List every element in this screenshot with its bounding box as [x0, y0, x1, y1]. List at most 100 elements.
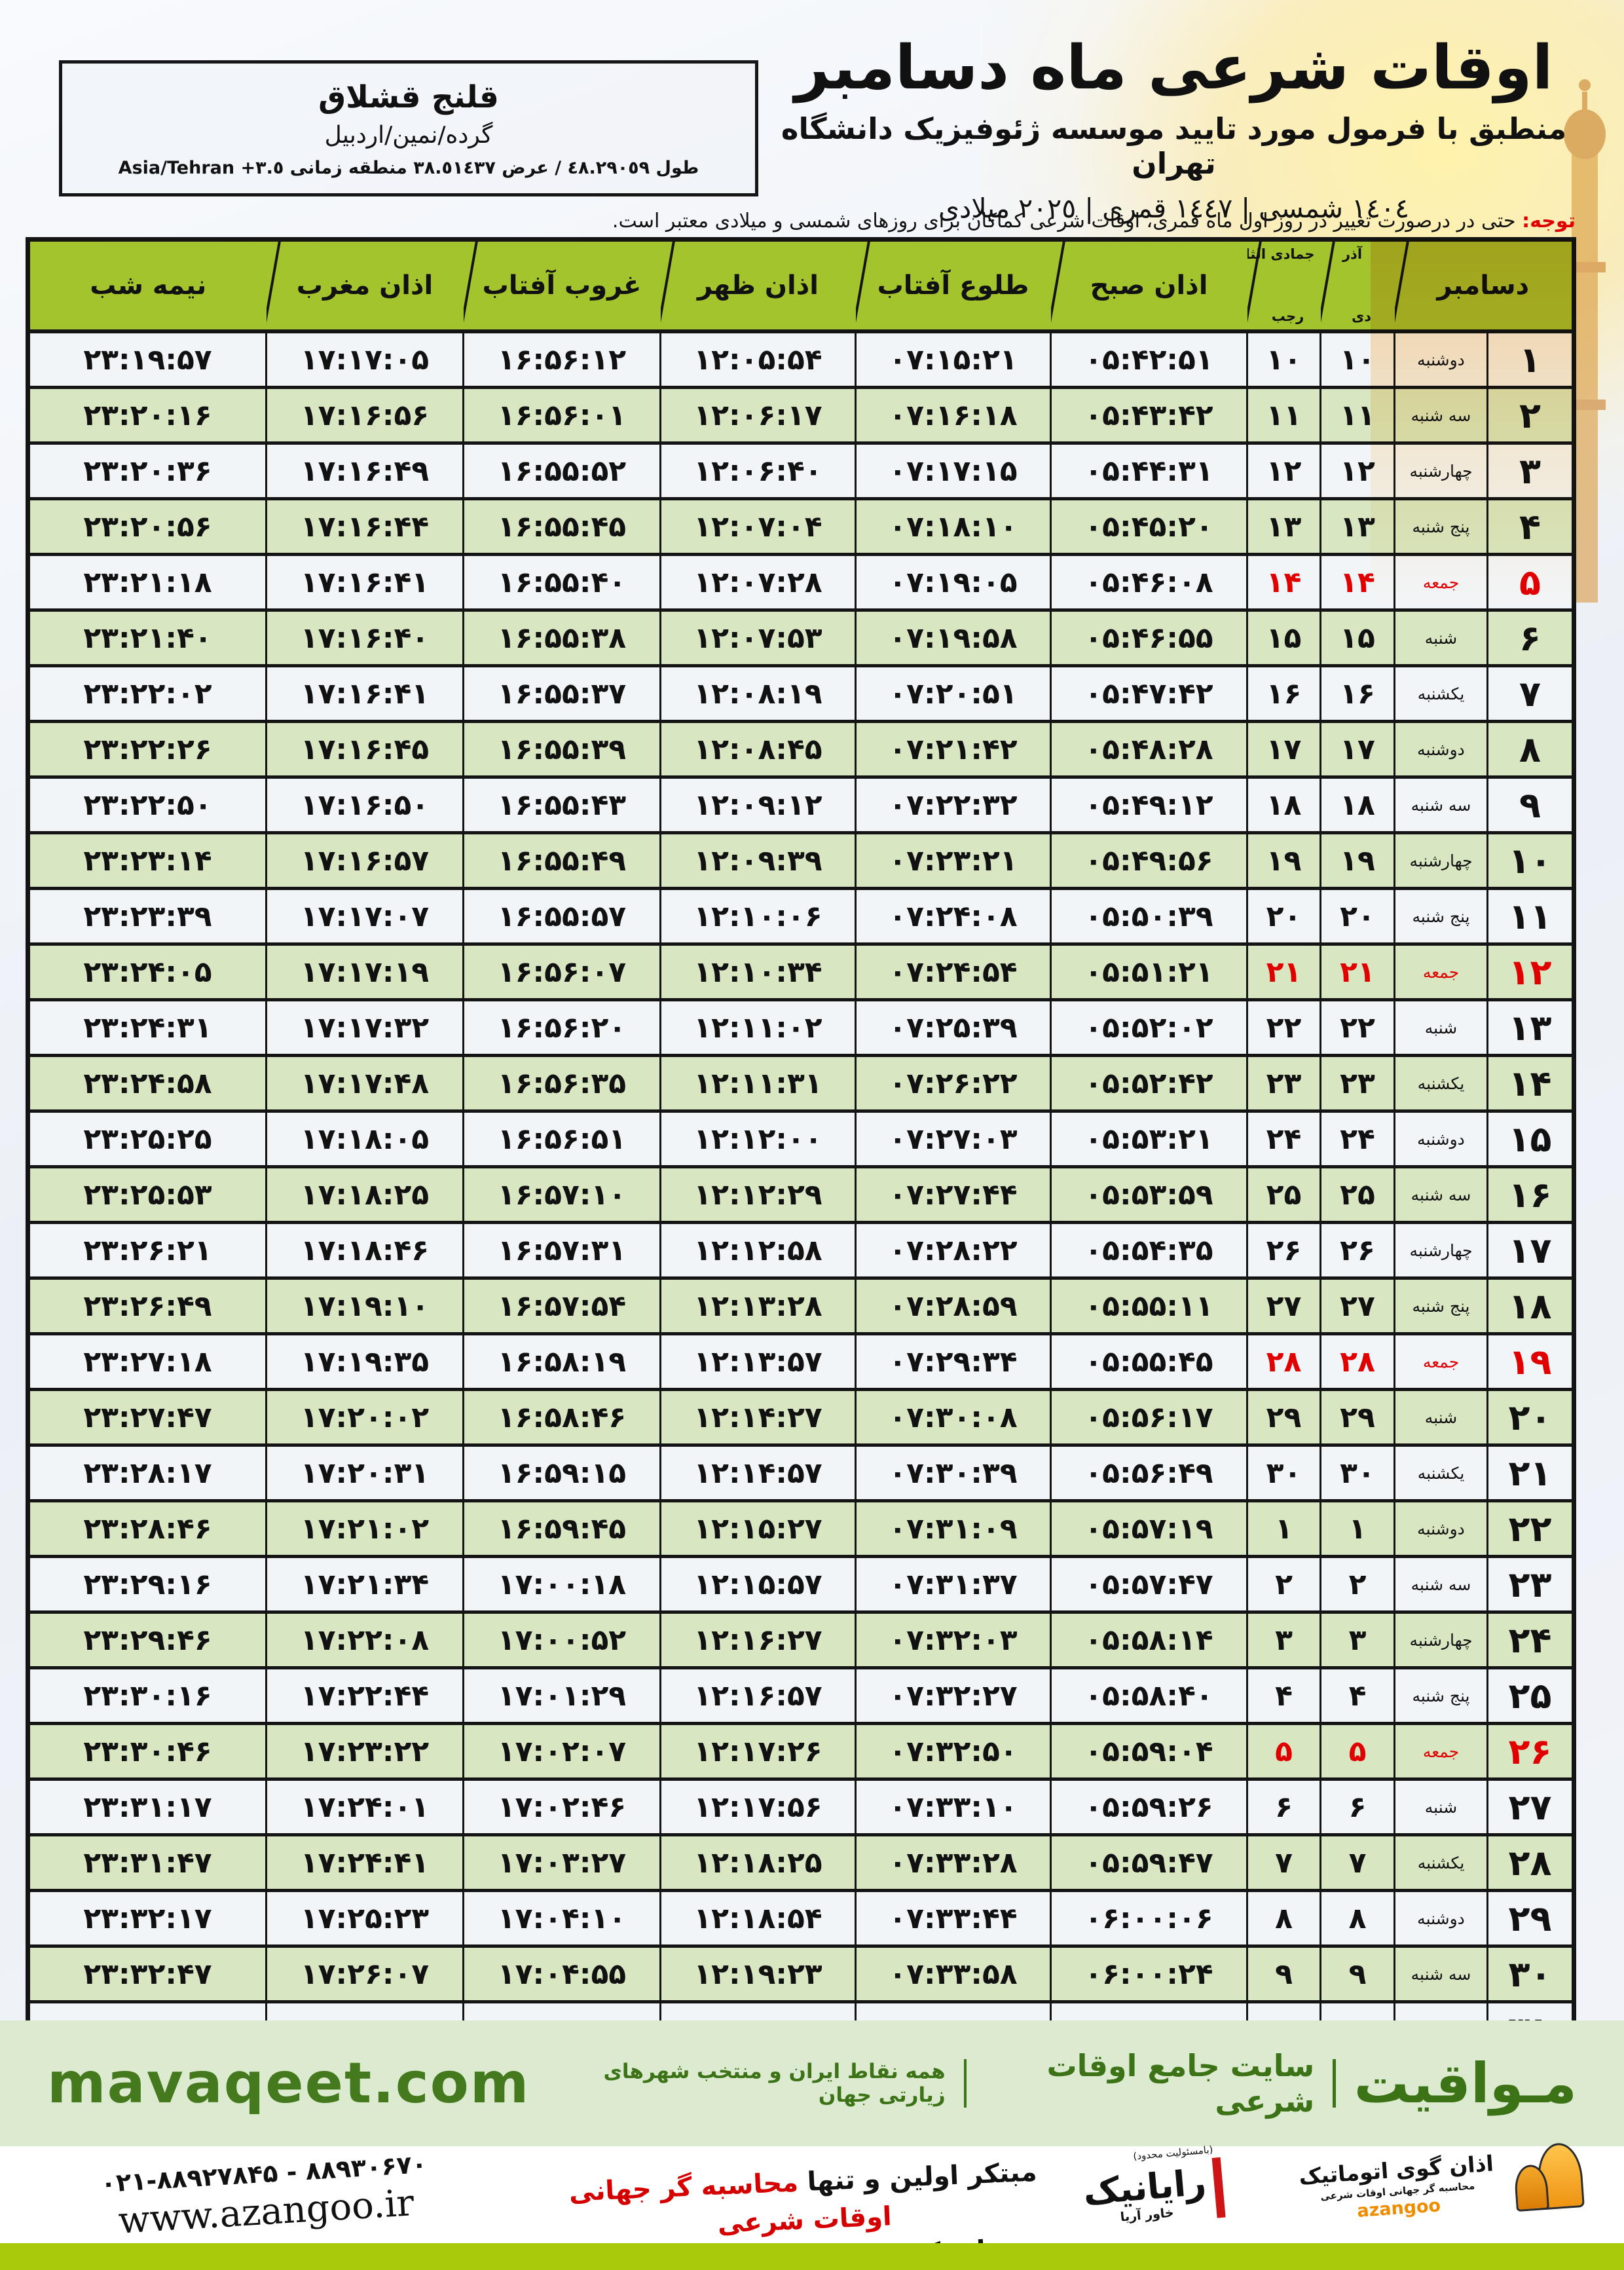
midnight-time-cell: ۲۳:۲۰:۱۶ — [27, 386, 267, 445]
mavaqeet-tagline-2: همه نقاط ایران و منتخب شهرهای زیارتی جها… — [603, 2060, 946, 2107]
persian-day-cell: ۷ — [1320, 1833, 1395, 1892]
persian-day-cell: ۱ — [1320, 1499, 1395, 1558]
hijri-day-cell: ۱۱ — [1246, 386, 1321, 445]
fajr-time-cell: ۰۵:۴۳:۴۲ — [1050, 386, 1248, 445]
gregorian-day-cell: ۱ — [1486, 329, 1576, 389]
hijri-day-cell: ۱۴ — [1246, 553, 1321, 612]
mavaqeet-url: mavaqeet.com — [47, 2051, 530, 2116]
persian-day-cell: ۸ — [1320, 1889, 1395, 1948]
weekday-cell: دوشنبه — [1393, 1109, 1489, 1168]
contact-info: ۰۲۱-۸۸۹۲۷۸۴۵ - ۸۸۹۳۰۶۷۰ www.azangoo.ir — [64, 2147, 467, 2245]
maghrib-time-cell: ۱۷:۱۹:۱۰ — [265, 1276, 464, 1335]
weekday-cell: جمعه — [1393, 1332, 1489, 1391]
maghrib-time-cell: ۱۷:۲۱:۰۲ — [265, 1499, 464, 1558]
hijri-day-cell: ۵ — [1246, 1722, 1321, 1781]
sunrise-time-cell: ۰۷:۱۸:۱۰ — [855, 497, 1052, 556]
sunrise-time-cell: ۰۷:۳۰:۰۸ — [855, 1388, 1052, 1447]
maghrib-time-cell: ۱۷:۱۶:۴۴ — [265, 497, 464, 556]
hijri-day-cell: ۳ — [1246, 1610, 1321, 1669]
bottom-bar — [0, 2243, 1624, 2270]
weekday-cell: پنج شنبه — [1393, 1276, 1489, 1335]
table-row: ۱۱ پنج شنبه ۲۰ ۲۰ ۰۵:۵۰:۳۹ ۰۷:۲۴:۰۸ ۱۲:۱… — [27, 887, 1576, 946]
dhuhr-time-cell: ۱۲:۱۲:۵۸ — [659, 1221, 857, 1280]
hijri-day-cell: ۲۷ — [1246, 1276, 1321, 1335]
persian-day-cell: ۲۲ — [1320, 998, 1395, 1057]
sunrise-time-cell: ۰۷:۲۴:۵۴ — [855, 942, 1052, 1001]
table-row: ۳ چهارشنبه ۱۲ ۱۲ ۰۵:۴۴:۳۱ ۰۷:۱۷:۱۵ ۱۲:۰۶… — [27, 441, 1576, 500]
sunrise-time-cell: ۰۷:۱۹:۰۵ — [855, 553, 1052, 612]
weekday-cell: یکشنبه — [1393, 664, 1489, 723]
sunrise-time-cell: ۰۷:۱۹:۵۸ — [855, 608, 1052, 667]
persian-day-cell: ۱۹ — [1320, 831, 1395, 890]
hijri-day-cell: ۲۰ — [1246, 887, 1321, 946]
hijri-day-cell: ۱۲ — [1246, 441, 1321, 500]
midnight-time-cell: ۲۳:۲۱:۴۰ — [27, 608, 267, 667]
dhuhr-time-cell: ۱۲:۰۹:۳۹ — [659, 831, 857, 890]
maghrib-time-cell: ۱۷:۱۷:۱۹ — [265, 942, 464, 1001]
midnight-time-cell: ۲۳:۲۷:۱۸ — [27, 1332, 267, 1391]
fajr-time-cell: ۰۵:۵۸:۴۰ — [1050, 1666, 1248, 1725]
sunrise-time-cell: ۰۷:۳۱:۳۷ — [855, 1555, 1052, 1614]
weekday-cell: شنبه — [1393, 1777, 1489, 1836]
rayanik-logo: (بامسئولیت محدود) رایانیک خاور آریا — [1081, 2144, 1226, 2229]
sunset-time-cell: ۱۶:۵۷:۳۱ — [462, 1221, 661, 1280]
table-row: ۱۸ پنج شنبه ۲۷ ۲۷ ۰۵:۵۵:۱۱ ۰۷:۲۸:۵۹ ۱۲:۱… — [27, 1276, 1576, 1335]
table-row: ۲۷ شنبه ۶ ۶ ۰۵:۵۹:۲۶ ۰۷:۳۳:۱۰ ۱۲:۱۷:۵۶ ۱… — [27, 1777, 1576, 1836]
notice-label: توجه: — [1522, 210, 1576, 233]
dhuhr-time-cell: ۱۲:۱۱:۳۱ — [659, 1054, 857, 1113]
sunrise-time-cell: ۰۷:۳۲:۲۷ — [855, 1666, 1052, 1725]
hijri-day-cell: ۲۸ — [1246, 1332, 1321, 1391]
midnight-time-cell: ۲۳:۲۶:۴۹ — [27, 1276, 267, 1335]
gregorian-day-cell: ۸ — [1486, 720, 1576, 779]
midnight-time-cell: ۲۳:۲۰:۳۶ — [27, 441, 267, 500]
sunset-time-cell: ۱۶:۵۵:۳۷ — [462, 664, 661, 723]
column-header-maghrib: اذان مغرب — [266, 239, 464, 333]
sunrise-time-cell: ۰۷:۲۷:۴۴ — [855, 1165, 1052, 1224]
weekday-cell: چهارشنبه — [1393, 1221, 1489, 1280]
weekday-cell: دوشنبه — [1393, 720, 1489, 779]
dhuhr-time-cell: ۱۲:۱۱:۰۲ — [659, 998, 857, 1057]
hijri-day-cell: ۲۴ — [1246, 1109, 1321, 1168]
gregorian-day-cell: ۱۴ — [1486, 1054, 1576, 1113]
gregorian-day-cell: ۲۱ — [1486, 1443, 1576, 1502]
sunrise-time-cell: ۰۷:۱۵:۲۱ — [855, 329, 1052, 389]
weekday-cell: شنبه — [1393, 1388, 1489, 1447]
hijri-month-top-label: جمادی الثانی — [1226, 246, 1315, 262]
sunset-time-cell: ۱۷:۰۴:۱۰ — [462, 1889, 661, 1948]
calendar-years: ١٤٠٤ شمسی | ١٤٤٧ قمری | ٢٠٢٥ میلادی — [938, 193, 1410, 225]
separator — [1333, 2059, 1336, 2108]
midnight-time-cell: ۲۳:۲۲:۰۲ — [27, 664, 267, 723]
fajr-time-cell: ۰۵:۵۶:۴۹ — [1050, 1443, 1248, 1502]
persian-day-cell: ۲۸ — [1320, 1332, 1395, 1391]
maghrib-time-cell: ۱۷:۱۶:۴۹ — [265, 441, 464, 500]
gregorian-day-cell: ۶ — [1486, 608, 1576, 667]
notice-line: توجه: حتی در درصورت تغییر در روز اول ماه… — [26, 210, 1576, 233]
weekday-cell: دوشنبه — [1393, 1499, 1489, 1558]
persian-day-cell: ۲ — [1320, 1555, 1395, 1614]
sunset-time-cell: ۱۶:۵۸:۱۹ — [462, 1332, 661, 1391]
weekday-cell: جمعه — [1393, 1722, 1489, 1781]
fajr-time-cell: ۰۵:۵۸:۱۴ — [1050, 1610, 1248, 1669]
weekday-cell: شنبه — [1393, 608, 1489, 667]
fajr-time-cell: ۰۵:۵۳:۲۱ — [1050, 1109, 1248, 1168]
maghrib-time-cell: ۱۷:۱۸:۲۵ — [265, 1165, 464, 1224]
dhuhr-time-cell: ۱۲:۰۸:۱۹ — [659, 664, 857, 723]
sunrise-time-cell: ۰۷:۳۳:۱۰ — [855, 1777, 1052, 1836]
midnight-time-cell: ۲۳:۲۴:۵۸ — [27, 1054, 267, 1113]
fajr-time-cell: ۰۵:۵۵:۱۱ — [1050, 1276, 1248, 1335]
weekday-cell: یکشنبه — [1393, 1054, 1489, 1113]
weekday-cell: چهارشنبه — [1393, 1610, 1489, 1669]
midnight-time-cell: ۲۳:۲۷:۴۷ — [27, 1388, 267, 1447]
hijri-day-cell: ۱۷ — [1246, 720, 1321, 779]
rayanik-red-bar — [1211, 2157, 1226, 2218]
sunset-time-cell: ۱۶:۵۶:۲۰ — [462, 998, 661, 1057]
table-row: ۲۵ پنج شنبه ۴ ۴ ۰۵:۵۸:۴۰ ۰۷:۳۲:۲۷ ۱۲:۱۶:… — [27, 1666, 1576, 1725]
persian-day-cell: ۲۷ — [1320, 1276, 1395, 1335]
sunrise-time-cell: ۰۷:۳۳:۲۸ — [855, 1833, 1052, 1892]
weekday-cell: سه شنبه — [1393, 775, 1489, 834]
dhuhr-time-cell: ۱۲:۰۶:۴۰ — [659, 441, 857, 500]
dhuhr-time-cell: ۱۲:۱۳:۵۷ — [659, 1332, 857, 1391]
table-row: ۲۰ شنبه ۲۹ ۲۹ ۰۵:۵۶:۱۷ ۰۷:۳۰:۰۸ ۱۲:۱۴:۲۷… — [27, 1388, 1576, 1447]
midnight-time-cell: ۲۳:۲۰:۵۶ — [27, 497, 267, 556]
hijri-day-cell: ۱ — [1246, 1499, 1321, 1558]
